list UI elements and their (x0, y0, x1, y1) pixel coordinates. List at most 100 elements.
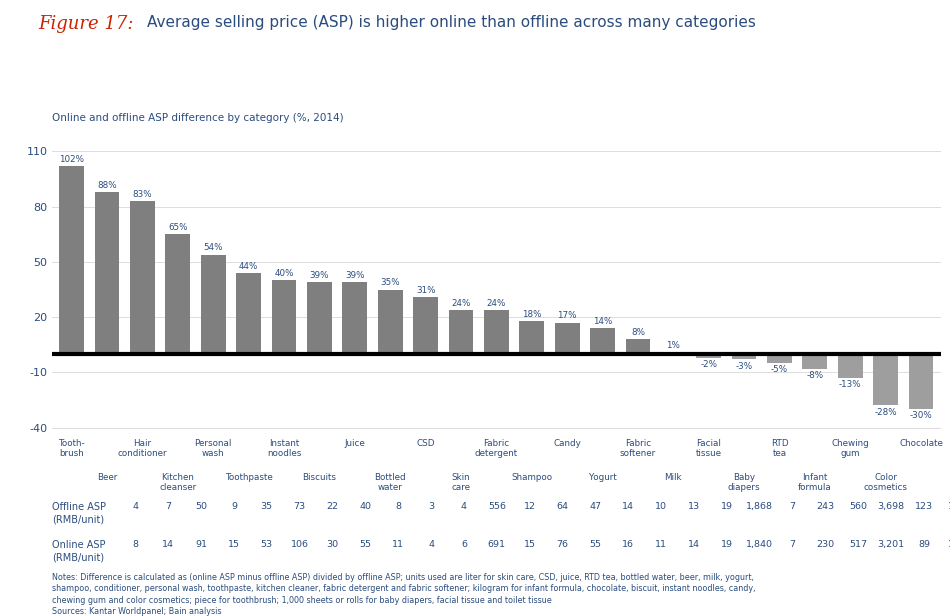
Bar (200, 254, 226, 354)
Text: 73: 73 (294, 503, 306, 511)
Bar (413, 297, 438, 354)
Text: Instant
noodles: Instant noodles (267, 439, 301, 458)
Bar (59, 166, 85, 354)
Bar (448, 310, 473, 354)
Text: 1%: 1% (666, 341, 680, 350)
Bar (342, 282, 368, 354)
Text: 4: 4 (461, 503, 467, 511)
Text: 40: 40 (359, 503, 371, 511)
Text: 8: 8 (132, 540, 139, 549)
Text: -5%: -5% (770, 365, 788, 375)
Text: Online and offline ASP difference by category (%, 2014): Online and offline ASP difference by cat… (52, 113, 344, 123)
Text: Hair
conditioner: Hair conditioner (118, 439, 167, 458)
Text: 10: 10 (656, 503, 667, 511)
Text: 55: 55 (359, 540, 371, 549)
Text: CSD: CSD (416, 439, 435, 448)
Text: 14: 14 (162, 540, 174, 549)
Text: Tooth-
brush: Tooth- brush (58, 439, 86, 458)
Text: -3%: -3% (735, 362, 752, 371)
Text: 13: 13 (688, 503, 700, 511)
Text: -13%: -13% (839, 380, 862, 389)
Text: 64: 64 (557, 503, 568, 511)
Text: 3,201: 3,201 (878, 540, 904, 549)
Text: 55: 55 (589, 540, 601, 549)
Text: Offline ASP
(RMB/unit): Offline ASP (RMB/unit) (52, 503, 106, 525)
Text: Fabric
softener: Fabric softener (619, 439, 656, 458)
Text: 100: 100 (948, 540, 950, 549)
Text: 14%: 14% (593, 317, 612, 326)
Text: 1,840: 1,840 (747, 540, 773, 549)
Text: 50: 50 (195, 503, 207, 511)
Text: Shampoo: Shampoo (511, 473, 552, 482)
Bar (307, 282, 332, 354)
Text: 4: 4 (132, 503, 139, 511)
Text: 54%: 54% (203, 243, 223, 253)
Text: Bottled
water: Bottled water (374, 473, 406, 492)
Text: 47: 47 (589, 503, 601, 511)
Text: -8%: -8% (807, 371, 824, 380)
Text: 9: 9 (231, 503, 237, 511)
Bar (484, 310, 509, 354)
Text: 35: 35 (260, 503, 273, 511)
Text: 17%: 17% (558, 312, 577, 320)
Text: 3: 3 (428, 503, 434, 511)
Text: 7: 7 (789, 540, 795, 549)
Bar (272, 280, 296, 354)
Text: Skin
care: Skin care (451, 473, 470, 492)
Text: 7: 7 (165, 503, 171, 511)
Text: -28%: -28% (874, 408, 897, 416)
Text: Infant
formula: Infant formula (798, 473, 832, 492)
Bar (555, 323, 580, 354)
Bar (590, 328, 615, 354)
Text: 30: 30 (327, 540, 338, 549)
Text: 8: 8 (395, 503, 401, 511)
Text: Notes: Difference is calculated as (online ASP minus offline ASP) divided by off: Notes: Difference is calculated as (onli… (52, 573, 756, 606)
Text: Color
cosmetics: Color cosmetics (864, 473, 907, 492)
Bar (838, 354, 863, 378)
Bar (378, 290, 403, 354)
Text: 89: 89 (918, 540, 930, 549)
Text: 7: 7 (789, 503, 795, 511)
Text: 230: 230 (816, 540, 834, 549)
Bar (732, 354, 756, 360)
Text: Kitchen
cleanser: Kitchen cleanser (160, 473, 197, 492)
Text: Yogurt: Yogurt (589, 473, 617, 482)
Bar (95, 192, 120, 354)
Text: Sources: Kantar Worldpanel; Bain analysis: Sources: Kantar Worldpanel; Bain analysi… (52, 607, 221, 615)
Text: 144: 144 (948, 503, 950, 511)
Text: 83%: 83% (133, 190, 152, 199)
Text: 35%: 35% (380, 278, 400, 287)
Text: 1,868: 1,868 (747, 503, 773, 511)
Text: RTD
tea: RTD tea (770, 439, 788, 458)
Text: 11: 11 (392, 540, 404, 549)
Text: 243: 243 (816, 503, 834, 511)
Text: -30%: -30% (910, 411, 932, 420)
Text: 88%: 88% (97, 180, 117, 190)
Bar (767, 354, 792, 363)
Text: Candy: Candy (553, 439, 581, 448)
Text: 102%: 102% (59, 155, 85, 164)
Text: 14: 14 (688, 540, 700, 549)
Text: Milk: Milk (665, 473, 682, 482)
Text: Beer: Beer (97, 473, 117, 482)
Text: Chewing
gum: Chewing gum (831, 439, 869, 458)
Text: 4: 4 (428, 540, 434, 549)
Text: Fabric
detergent: Fabric detergent (475, 439, 518, 458)
Text: 14: 14 (622, 503, 635, 511)
Text: 39%: 39% (345, 271, 365, 280)
Text: 22: 22 (327, 503, 338, 511)
Text: Average selling price (ASP) is higher online than offline across many categories: Average selling price (ASP) is higher on… (147, 15, 756, 30)
Text: 517: 517 (849, 540, 867, 549)
Text: 53: 53 (260, 540, 273, 549)
Text: 16: 16 (622, 540, 635, 549)
Text: Biscuits: Biscuits (302, 473, 336, 482)
Text: Juice: Juice (345, 439, 365, 448)
Text: 123: 123 (915, 503, 933, 511)
Text: 44%: 44% (239, 262, 258, 270)
Text: -2%: -2% (700, 360, 717, 369)
Bar (661, 352, 686, 354)
Text: 76: 76 (557, 540, 568, 549)
Text: 31%: 31% (416, 286, 435, 294)
Text: Toothpaste: Toothpaste (225, 473, 273, 482)
Text: 15: 15 (228, 540, 240, 549)
